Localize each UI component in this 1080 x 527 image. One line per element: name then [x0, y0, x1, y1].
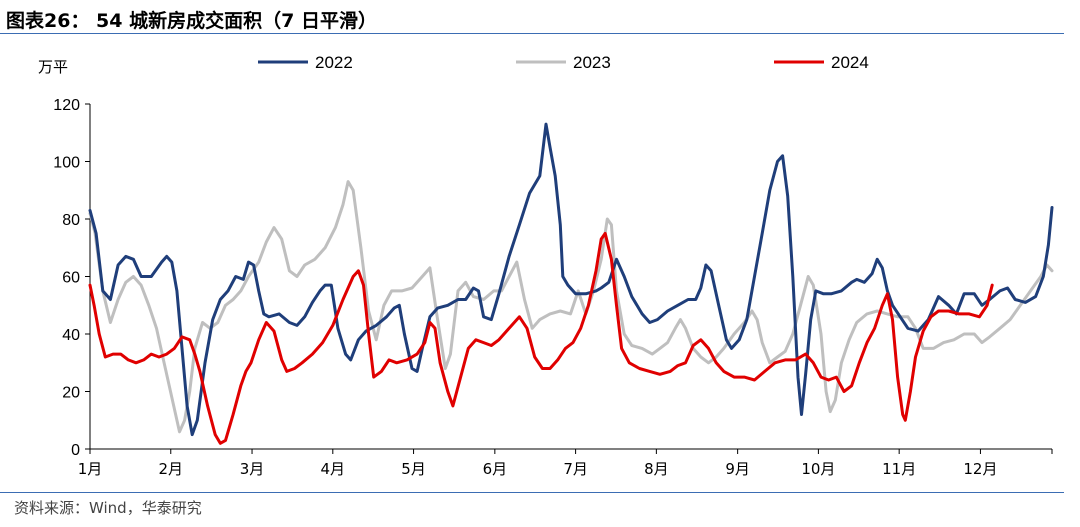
y-tick-label: 0	[71, 442, 80, 459]
x-tick-label: 4月	[321, 460, 346, 478]
source-note: 资料来源：Wind，华泰研究	[14, 499, 202, 517]
x-tick-label: 9月	[725, 460, 750, 478]
x-axis: 1月 2月 3月 4月 5月 6月 7月 8月 9月 10月 11月 12月	[78, 448, 1053, 478]
x-tick-label: 11月	[882, 460, 916, 478]
chart-title: 图表26： 54 城新房成交面积（7 日平滑）	[6, 10, 377, 32]
series-line-2023	[88, 180, 1054, 434]
y-tick-label: 60	[62, 270, 80, 287]
x-tick-label: 1月	[78, 460, 103, 478]
x-tick-label: 5月	[401, 460, 426, 478]
y-tick-label: 100	[53, 155, 80, 172]
x-tick-label: 12月	[963, 460, 997, 478]
series-line-2022	[88, 122, 1054, 437]
y-axis-unit-label: 万平	[38, 58, 68, 76]
x-tick-label: 6月	[483, 460, 508, 478]
y-tick-label: 120	[53, 97, 80, 114]
y-tick-label: 20	[62, 385, 80, 402]
x-tick-label: 10月	[801, 460, 835, 478]
series-line-2024	[88, 231, 994, 445]
x-tick-label: 3月	[240, 460, 265, 478]
x-tick-label: 8月	[644, 460, 669, 478]
title-divider	[0, 33, 1064, 34]
x-tick-label: 7月	[563, 460, 588, 478]
legend-label-2022: 2022	[315, 53, 353, 72]
y-axis: 0 20 40 60 80 100 120	[53, 97, 91, 459]
y-tick-label: 80	[62, 212, 80, 229]
x-tick-label: 2月	[158, 460, 183, 478]
footer-divider	[0, 492, 1064, 493]
line-chart: 万平 2022 2023 2024 0 20 40 60 80 100 120 1月 2月 3月 4月…	[38, 53, 1054, 478]
plot-area	[88, 122, 1054, 445]
legend-label-2023: 2023	[573, 53, 611, 72]
y-tick-label: 40	[62, 327, 80, 344]
legend: 2022 2023 2024	[258, 53, 869, 72]
legend-label-2024: 2024	[831, 53, 869, 72]
